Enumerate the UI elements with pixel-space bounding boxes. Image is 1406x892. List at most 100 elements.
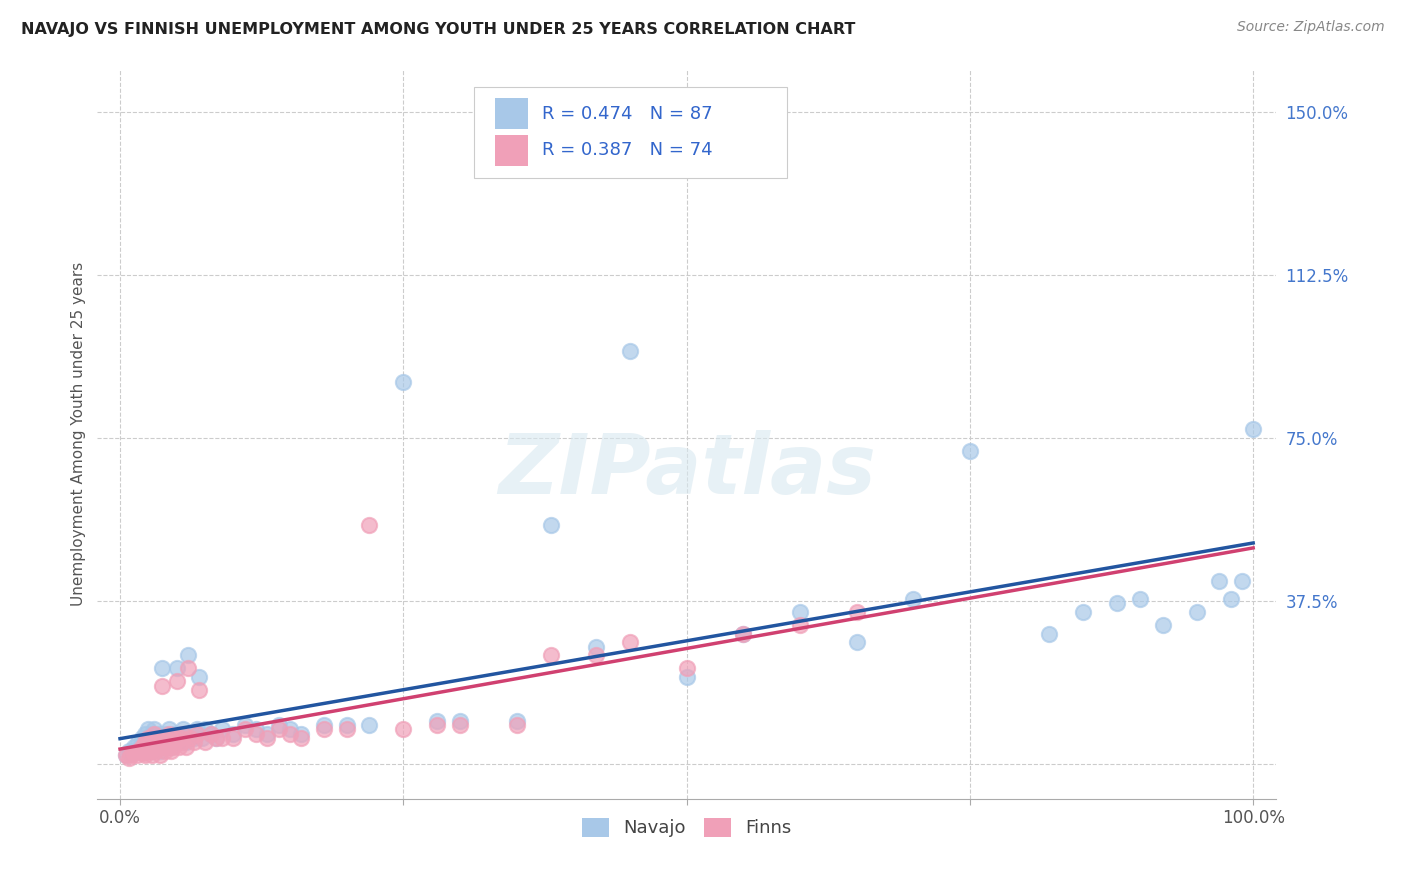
Point — [148, 726, 170, 740]
Point — [540, 518, 562, 533]
Point — [172, 735, 194, 749]
Point — [426, 718, 449, 732]
Point — [845, 605, 868, 619]
Point — [167, 739, 190, 754]
Point — [138, 735, 160, 749]
Point — [188, 670, 211, 684]
Point — [392, 723, 415, 737]
Point — [426, 714, 449, 728]
Point — [392, 375, 415, 389]
Point — [290, 731, 312, 745]
Point — [152, 739, 174, 754]
Point — [152, 735, 174, 749]
Point — [138, 735, 160, 749]
Point — [129, 739, 152, 754]
Point — [145, 735, 167, 749]
Point — [155, 739, 177, 754]
Point — [290, 726, 312, 740]
Point — [449, 718, 471, 732]
Point — [166, 674, 188, 689]
Point — [155, 744, 177, 758]
Point — [127, 735, 149, 749]
Point — [1241, 422, 1264, 436]
Text: R = 0.387   N = 74: R = 0.387 N = 74 — [541, 141, 713, 160]
Point — [312, 723, 335, 737]
Point — [188, 683, 211, 698]
Point — [125, 748, 148, 763]
Point — [155, 731, 177, 745]
Point — [162, 739, 184, 754]
Point — [183, 731, 205, 745]
Point — [132, 739, 155, 754]
Point — [959, 444, 981, 458]
Point — [143, 726, 166, 740]
Point — [149, 735, 172, 749]
Point — [163, 726, 186, 740]
Point — [135, 739, 157, 754]
Point — [172, 726, 194, 740]
Point — [138, 731, 160, 745]
Point — [166, 661, 188, 675]
Point — [278, 726, 301, 740]
Text: ZIPatlas: ZIPatlas — [498, 430, 876, 511]
Point — [149, 748, 172, 763]
Point — [177, 661, 200, 675]
Point — [585, 640, 607, 654]
Point — [1038, 626, 1060, 640]
Point — [162, 735, 184, 749]
Point — [256, 726, 278, 740]
Point — [675, 661, 697, 675]
Point — [174, 739, 197, 754]
Point — [143, 744, 166, 758]
Point — [139, 739, 162, 754]
Point — [141, 731, 163, 745]
Point — [131, 739, 153, 754]
Point — [733, 626, 755, 640]
Point — [789, 605, 811, 619]
Point — [127, 744, 149, 758]
Point — [183, 735, 205, 749]
Point — [359, 518, 381, 533]
Point — [179, 726, 201, 740]
Point — [122, 746, 145, 760]
Point — [256, 731, 278, 745]
Point — [160, 739, 183, 754]
Point — [139, 744, 162, 758]
Point — [156, 735, 179, 749]
Point — [1219, 591, 1241, 606]
Point — [150, 661, 173, 675]
Point — [245, 723, 267, 737]
Point — [449, 714, 471, 728]
Point — [619, 344, 641, 359]
Point — [160, 735, 183, 749]
Point — [134, 735, 156, 749]
Point — [505, 714, 527, 728]
Point — [134, 744, 156, 758]
Point — [163, 731, 186, 745]
Point — [131, 731, 153, 745]
Point — [222, 726, 245, 740]
Point — [267, 718, 290, 732]
Point — [1129, 591, 1152, 606]
Point — [150, 679, 173, 693]
Point — [134, 748, 156, 763]
Point — [160, 744, 183, 758]
Point — [132, 735, 155, 749]
Point — [125, 744, 148, 758]
Point — [122, 739, 145, 754]
Point — [114, 748, 136, 763]
Point — [200, 726, 222, 740]
Point — [134, 726, 156, 740]
Point — [167, 735, 190, 749]
Point — [789, 618, 811, 632]
Point — [141, 748, 163, 763]
Point — [160, 731, 183, 745]
Point — [233, 718, 256, 732]
Point — [114, 748, 136, 763]
Point — [205, 731, 228, 745]
Point — [177, 648, 200, 663]
Point — [336, 723, 359, 737]
Point — [585, 648, 607, 663]
Point — [135, 744, 157, 758]
Point — [145, 731, 167, 745]
